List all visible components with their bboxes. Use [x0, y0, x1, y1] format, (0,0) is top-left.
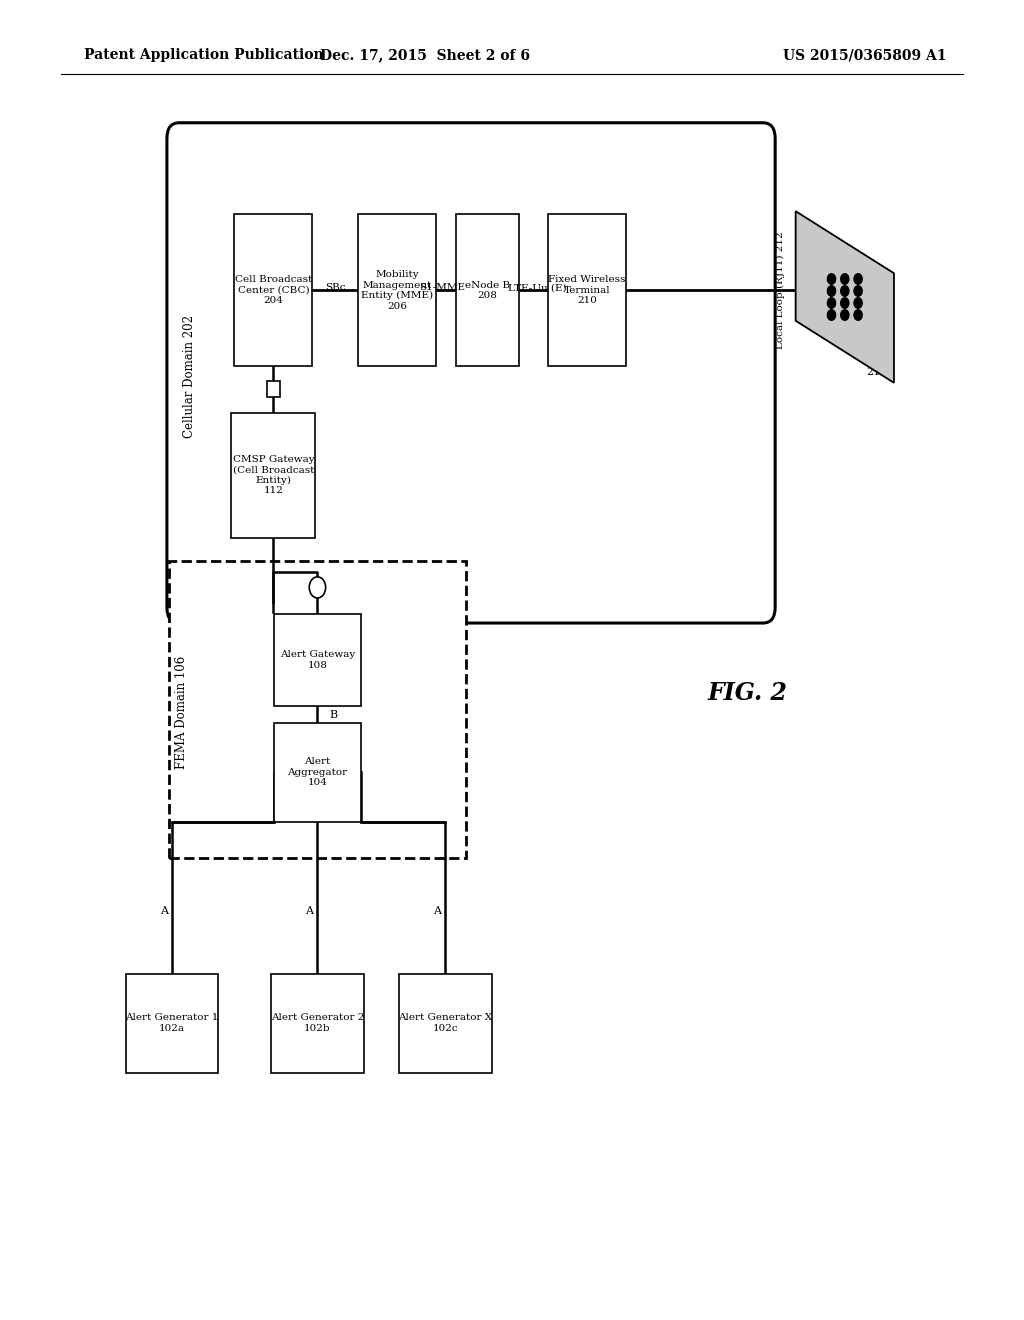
Bar	[399, 974, 492, 1072]
Bar	[169, 561, 466, 858]
Bar	[456, 214, 519, 366]
Text: A: A	[160, 906, 168, 916]
Circle shape	[854, 298, 862, 309]
Text: Local Loop (RJ11) 212: Local Loop (RJ11) 212	[776, 231, 785, 350]
FancyBboxPatch shape	[167, 123, 775, 623]
Bar	[548, 214, 626, 366]
Text: Fixed Wireless
Terminal
210: Fixed Wireless Terminal 210	[548, 276, 626, 305]
Text: Cell Broadcast
Center (CBC)
204: Cell Broadcast Center (CBC) 204	[234, 276, 312, 305]
Text: S1-MME: S1-MME	[420, 284, 465, 292]
Bar	[231, 412, 315, 539]
Circle shape	[841, 285, 849, 296]
Circle shape	[854, 285, 862, 296]
Text: US 2015/0365809 A1: US 2015/0365809 A1	[783, 49, 947, 62]
Text: eNode B
208: eNode B 208	[465, 281, 510, 300]
Bar	[267, 381, 280, 397]
Text: Cellular Domain 202: Cellular Domain 202	[183, 314, 196, 438]
Text: FEMA Domain 106: FEMA Domain 106	[175, 656, 187, 770]
Circle shape	[827, 298, 836, 309]
Circle shape	[309, 577, 326, 598]
Circle shape	[854, 310, 862, 321]
Bar	[274, 614, 361, 706]
Circle shape	[827, 285, 836, 296]
Circle shape	[827, 310, 836, 321]
Circle shape	[854, 273, 862, 284]
Text: CMSP Gateway
(Cell Broadcast
Entity)
112: CMSP Gateway (Cell Broadcast Entity) 112	[232, 455, 314, 495]
Circle shape	[841, 273, 849, 284]
Circle shape	[827, 273, 836, 284]
Bar	[274, 722, 361, 821]
Bar	[234, 214, 312, 366]
Text: Alert
Aggregator
104: Alert Aggregator 104	[288, 758, 347, 787]
Text: A: A	[433, 906, 441, 916]
Bar	[126, 974, 218, 1072]
Text: A: A	[305, 906, 313, 916]
Polygon shape	[796, 211, 894, 383]
Text: B: B	[330, 710, 338, 721]
Text: Alert Generator X
102c: Alert Generator X 102c	[398, 1014, 493, 1032]
Text: Dec. 17, 2015  Sheet 2 of 6: Dec. 17, 2015 Sheet 2 of 6	[319, 49, 530, 62]
Circle shape	[841, 310, 849, 321]
Text: Alert Gateway
108: Alert Gateway 108	[280, 651, 355, 669]
Text: Alert Generator 2
102b: Alert Generator 2 102b	[270, 1014, 365, 1032]
Circle shape	[841, 298, 849, 309]
Bar	[271, 974, 364, 1072]
Text: SBc: SBc	[326, 284, 346, 292]
Text: Mobility
Management
Entity (MME)
206: Mobility Management Entity (MME) 206	[361, 271, 433, 310]
Text: LTE-Uu (E): LTE-Uu (E)	[508, 284, 567, 292]
Bar	[358, 214, 436, 366]
Text: FIG. 2: FIG. 2	[708, 681, 787, 705]
Text: Alert Generator 1
102a: Alert Generator 1 102a	[125, 1014, 219, 1032]
Text: Patent Application Publication: Patent Application Publication	[84, 49, 324, 62]
Text: 214: 214	[866, 367, 887, 378]
